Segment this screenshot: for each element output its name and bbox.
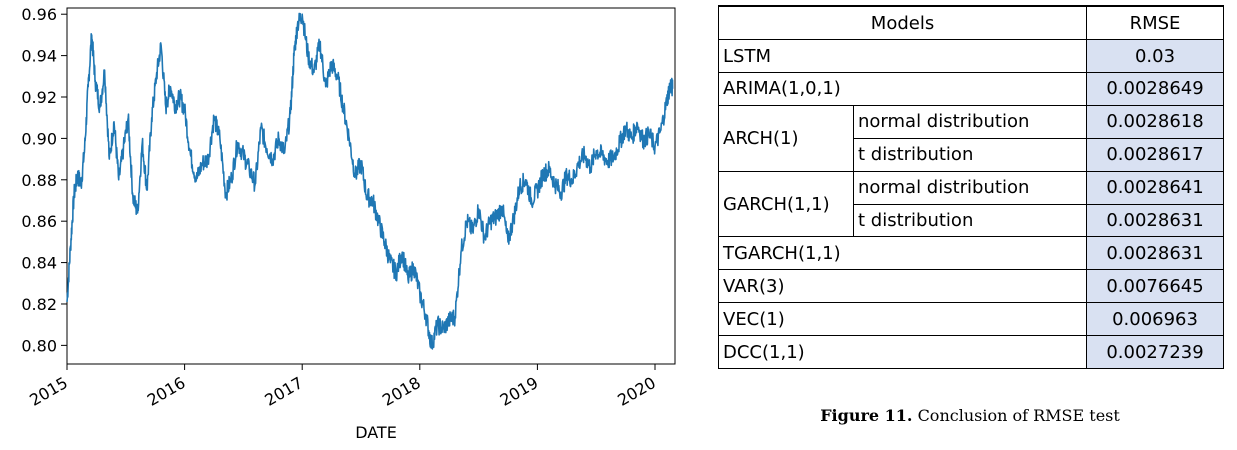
y-tick-label: 0.92 (21, 88, 57, 107)
x-tick-label: 2017 (261, 373, 306, 410)
table-row-arch-normal: ARCH(1) normal distribution 0.0028618 (718, 104, 1225, 172)
x-tick-label: 2020 (614, 373, 659, 410)
table-row-garch-t: t distribution 0.0028631 (719, 203, 1225, 238)
y-tick-label: 0.86 (21, 212, 57, 231)
table-row-arch-t: t distribution 0.0028617 (719, 137, 1225, 172)
y-tick-label: 0.80 (21, 336, 57, 355)
table-row-dcc: DCC(1,1) 0.0027239 (717, 335, 1225, 369)
rmse-value: 0.0028618 (1086, 104, 1225, 139)
rmse-value: 0.0028617 (1086, 137, 1225, 172)
table-row-vec: VEC(1) 0.006963 (717, 302, 1225, 336)
distribution-label: normal distribution (852, 170, 1088, 205)
table-row-lstm: LSTM 0.03 (717, 39, 1225, 73)
model-name: DCC(1,1) (717, 335, 1088, 369)
distribution-label: t distribution (852, 137, 1088, 172)
distribution-label: t distribution (852, 203, 1088, 238)
table-row-var: VAR(3) 0.0076645 (717, 269, 1225, 304)
rmse-value: 0.0028641 (1086, 170, 1225, 205)
x-tick-label: 2015 (26, 373, 71, 410)
rmse-value: 0.03 (1086, 39, 1225, 73)
rmse-value: 0.0028631 (1086, 236, 1225, 271)
model-name: TGARCH(1,1) (717, 236, 1088, 271)
rmse-header: RMSE (1086, 5, 1225, 41)
rmse-table: Models RMSE LSTM 0.03 ARIMA(1,0,1) 0.002… (717, 5, 1225, 369)
rmse-value: 0.0028631 (1086, 203, 1225, 238)
model-name: ARIMA(1,0,1) (717, 72, 1088, 106)
plot-frame (66, 7, 676, 365)
x-axis-label: DATE (355, 423, 397, 442)
x-tick-label: 2016 (144, 373, 189, 410)
table-row-tgarch: TGARCH(1,1) 0.0028631 (717, 236, 1225, 271)
model-name: GARCH(1,1) (718, 170, 854, 238)
table-row-arima: ARIMA(1,0,1) 0.0028649 (717, 72, 1225, 106)
y-tick-label: 0.88 (21, 171, 57, 190)
figure-caption: Figure 11. Conclusion of RMSE test (780, 406, 1160, 425)
distribution-label: normal distribution (852, 104, 1088, 139)
caption-text: Conclusion of RMSE test (917, 406, 1120, 425)
rmse-value: 0.0027239 (1086, 335, 1225, 369)
model-name: VAR(3) (717, 269, 1088, 304)
rmse-value: 0.0028649 (1086, 72, 1225, 106)
series-line (66, 12, 674, 350)
y-tick-label: 0.84 (21, 254, 57, 273)
exchange-rate-line-chart: 0.80 0.82 0.84 0.86 0.88 0.90 0.92 0.94 0.96 2015… (21, 5, 676, 442)
rmse-value: 0.006963 (1086, 302, 1225, 336)
y-tick-label: 0.82 (21, 295, 57, 314)
model-name: VEC(1) (717, 302, 1088, 336)
x-tick-label: 2019 (497, 373, 542, 410)
table-row-garch-normal: GARCH(1,1) normal distribution 0.0028641 (718, 170, 1225, 238)
model-name: LSTM (717, 39, 1088, 73)
y-tick-label: 0.94 (21, 47, 57, 66)
figure-label: Figure 11. (820, 406, 913, 425)
x-tick-label: 2018 (379, 373, 424, 410)
models-header: Models (717, 5, 1088, 41)
rmse-value: 0.0076645 (1086, 269, 1225, 304)
y-tick-label: 0.96 (21, 5, 57, 24)
table-header-row: Models RMSE (717, 5, 1225, 41)
y-tick-label: 0.90 (21, 129, 57, 148)
model-name: ARCH(1) (718, 104, 854, 172)
